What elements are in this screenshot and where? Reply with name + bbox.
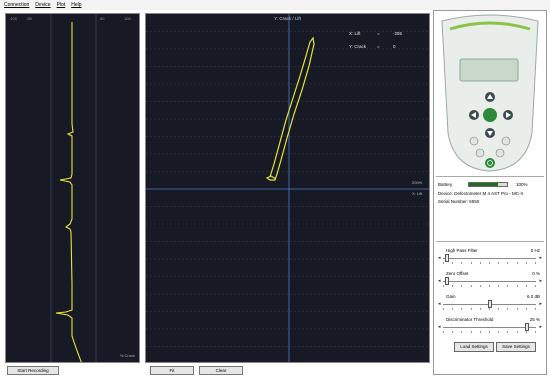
device-line: Device: Defectometer M 4 AST Pro - MC-II (438, 191, 523, 196)
side-button-icons (469, 136, 511, 158)
slider-track[interactable] (443, 281, 536, 282)
up-arrow-icon (485, 92, 495, 102)
setting-value: 25 % (529, 317, 540, 322)
slider-thumb[interactable] (487, 300, 492, 308)
menu-plot[interactable]: Plot (56, 2, 66, 8)
device-info: Battery 100% Device: Defectometer M 4 AS… (436, 179, 544, 241)
left-arrow-icon[interactable]: ◂ (438, 278, 441, 284)
right-arrow-icon[interactable]: ▸ (539, 278, 542, 284)
strip-trace-area (50, 14, 97, 362)
setting-label: Zero Offset (446, 271, 469, 276)
right-arrow-icon[interactable]: ▸ (539, 301, 542, 307)
slider-track[interactable] (443, 258, 536, 259)
strip-header-tick: 100 (124, 16, 131, 21)
strip-header-tick: -100 (9, 16, 18, 21)
y-readout-label: Y: Crack (349, 44, 367, 49)
battery-fill (469, 183, 498, 186)
clear-button[interactable]: Clear (199, 366, 243, 375)
battery-percent: 100% (516, 182, 528, 187)
menu-connection[interactable]: Connection (4, 2, 30, 8)
slider-track[interactable] (443, 327, 536, 328)
crack-trace (265, 36, 315, 181)
remote-led-arc (449, 21, 531, 31)
slider-ticks (443, 285, 536, 288)
down-arrow-icon (485, 128, 495, 138)
remote-display (459, 58, 519, 82)
slider-thumb[interactable] (524, 323, 529, 331)
slider-ticks (443, 308, 536, 311)
x-readout: X: Lift = -255 (349, 31, 402, 36)
settings-panel: High Pass Filter 0 Hz ◂ ▸ Zero Offset 0 … (436, 241, 544, 376)
setting-high-pass: High Pass Filter 0 Hz ◂ ▸ (438, 248, 542, 270)
y-readout-value: 0 (393, 44, 396, 49)
strip-header-tick: 50 (100, 16, 105, 21)
right-arrow-icon[interactable]: ▸ (539, 324, 542, 330)
battery-label: Battery (438, 182, 453, 187)
plot-axis-label: X: Lift (412, 191, 423, 196)
slider-thumb[interactable] (444, 254, 449, 262)
x-readout-value: -255 (393, 31, 403, 36)
remote-control (436, 13, 544, 177)
crack-plot[interactable]: Y: Crack / Lift X: Lift = -255 Y: Crack … (145, 13, 430, 363)
menu-device[interactable]: Device (35, 2, 51, 8)
x-readout-label: X: Lift (349, 31, 361, 36)
right-arrow-icon[interactable]: ▸ (539, 255, 542, 261)
device-panel: Battery 100% Device: Defectometer M 4 AS… (433, 10, 547, 375)
power-icon (485, 158, 495, 168)
setting-value: 0 % (532, 271, 540, 276)
plot-title: Y: Crack / Lift (274, 16, 301, 21)
menu-bar: Connection Device Plot Help (0, 0, 550, 10)
strip-corner-label: % Crack (119, 353, 135, 358)
start-recording-button[interactable]: Start Recording (7, 366, 59, 375)
y-readout: Y: Crack = 0 (349, 44, 396, 49)
fit-button[interactable]: Fit (150, 366, 194, 375)
left-arrow-icon[interactable]: ◂ (438, 301, 441, 307)
setting-value: 0 Hz (530, 248, 540, 253)
strip-header-tick: -50 (26, 16, 32, 21)
right-arrow-icon (503, 110, 513, 120)
plot-axis-max: 200% (412, 180, 423, 185)
strip-trace (55, 22, 82, 362)
setting-discriminator: Discriminator Threshold 25 % ◂ ▸ (438, 317, 542, 339)
slider-thumb[interactable] (444, 277, 449, 285)
x-readout-sep: = (377, 31, 380, 36)
setting-label: High Pass Filter (446, 248, 478, 253)
remote-graphic (441, 14, 539, 172)
setting-gain: Gain 6.0 dB ◂ ▸ (438, 294, 542, 316)
left-arrow-icon[interactable]: ◂ (438, 255, 441, 261)
left-arrow-icon (469, 110, 479, 120)
save-settings-button[interactable]: Save Settings (496, 342, 536, 352)
plot-canvas (146, 14, 429, 362)
setting-value: 6.0 dB (526, 294, 540, 299)
left-arrow-icon[interactable]: ◂ (438, 324, 441, 330)
load-settings-button[interactable]: Load Settings (454, 342, 494, 352)
strip-chart[interactable]: -100 -50 50 100 % Crack (5, 13, 140, 363)
battery-bar (468, 182, 508, 187)
menu-help[interactable]: Help (71, 2, 82, 8)
slider-ticks (443, 331, 536, 334)
setting-zero-offset: Zero Offset 0 % ◂ ▸ (438, 271, 542, 293)
serial-line: Serial Number: 5550 (438, 199, 480, 204)
setting-label: Discriminator Threshold (446, 317, 494, 322)
slider-ticks (443, 262, 536, 265)
center-ok-icon (483, 108, 497, 122)
setting-label: Gain (446, 294, 456, 299)
y-readout-sep: = (377, 44, 380, 49)
